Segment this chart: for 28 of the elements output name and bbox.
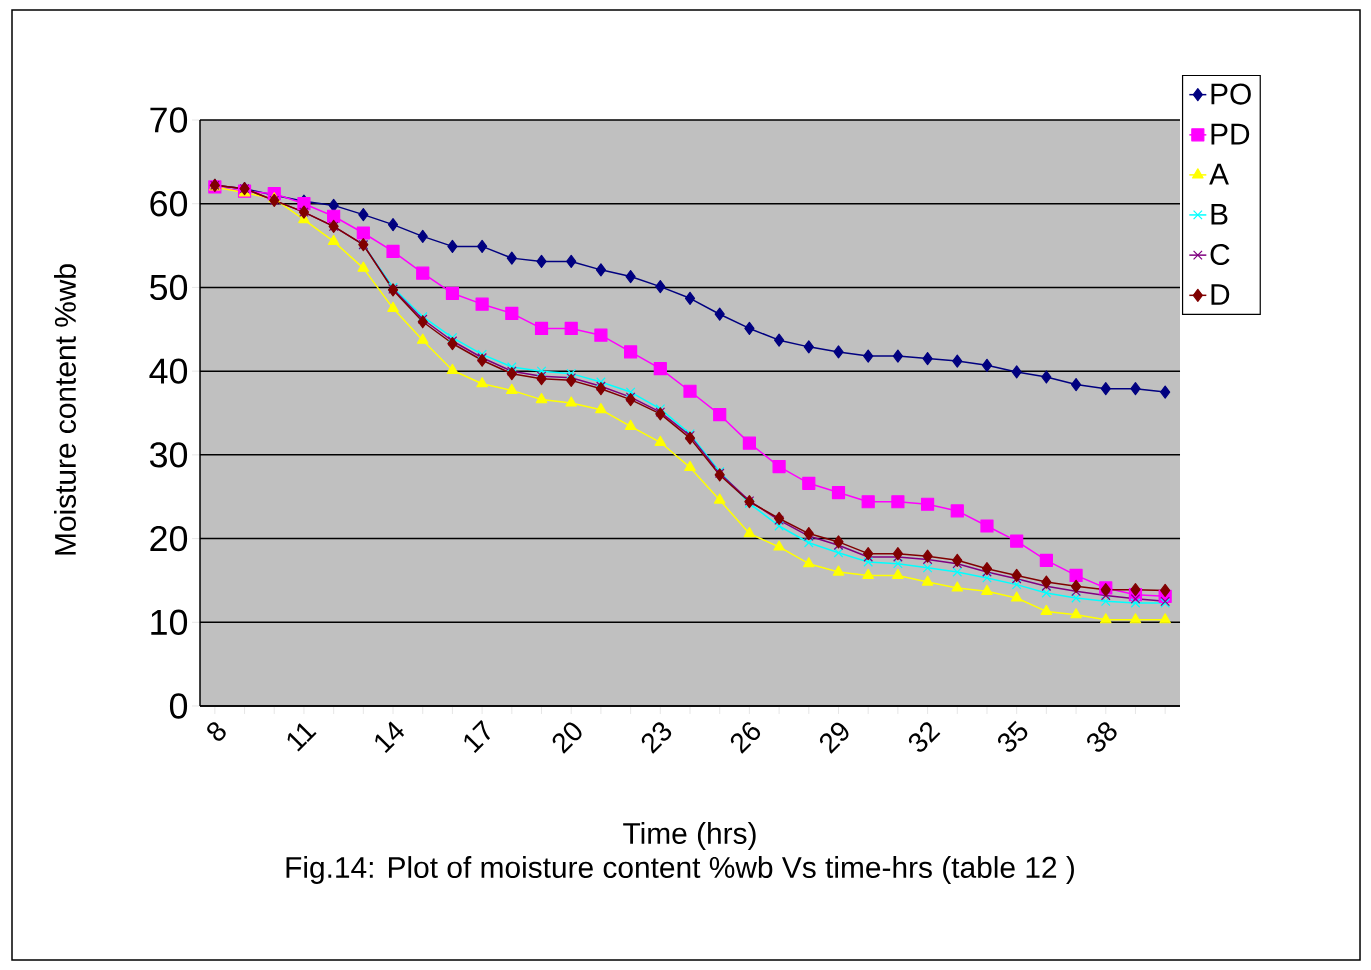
caption: Fig.14: Plot of moisture content %wb Vs time-hrs (table 12 )	[286, 856, 1074, 884]
y-axis-title: Moisture content %wb	[54, 264, 76, 555]
legend-label: B	[1211, 203, 1228, 225]
y-tick-label: 60	[150, 191, 188, 217]
y-tick-label: 40	[149, 358, 188, 384]
legend-label: A	[1209, 163, 1229, 185]
y-tick-label: 20	[150, 525, 188, 552]
legend-label: D	[1211, 284, 1230, 305]
x-tick-label: 32	[908, 722, 941, 752]
x-tick-label: 17	[464, 719, 491, 753]
x-tick-label: 11	[287, 723, 317, 752]
x-tick-label: 14	[375, 721, 405, 753]
x-tick-label: 29	[819, 722, 849, 754]
y-tick-label: 10	[151, 609, 188, 635]
y-tick-label: 30	[149, 442, 188, 468]
y-tick-label: 70	[150, 107, 188, 133]
x-tick-label: 26	[730, 722, 761, 754]
y-tick-label: 0	[169, 693, 188, 719]
x-tick-label: 23	[641, 722, 672, 754]
x-axis-title: Time (hrs)	[623, 822, 756, 850]
legend-label: PO	[1211, 83, 1251, 105]
legend-label: C	[1210, 243, 1230, 266]
y-tick-label: 50	[150, 274, 188, 301]
legend-label: PD	[1211, 123, 1250, 145]
x-tick-label: 38	[1087, 722, 1117, 752]
x-tick-label: 35	[998, 720, 1028, 752]
x-tick-label: 8	[207, 722, 226, 741]
x-tick-label: 20	[552, 722, 582, 754]
